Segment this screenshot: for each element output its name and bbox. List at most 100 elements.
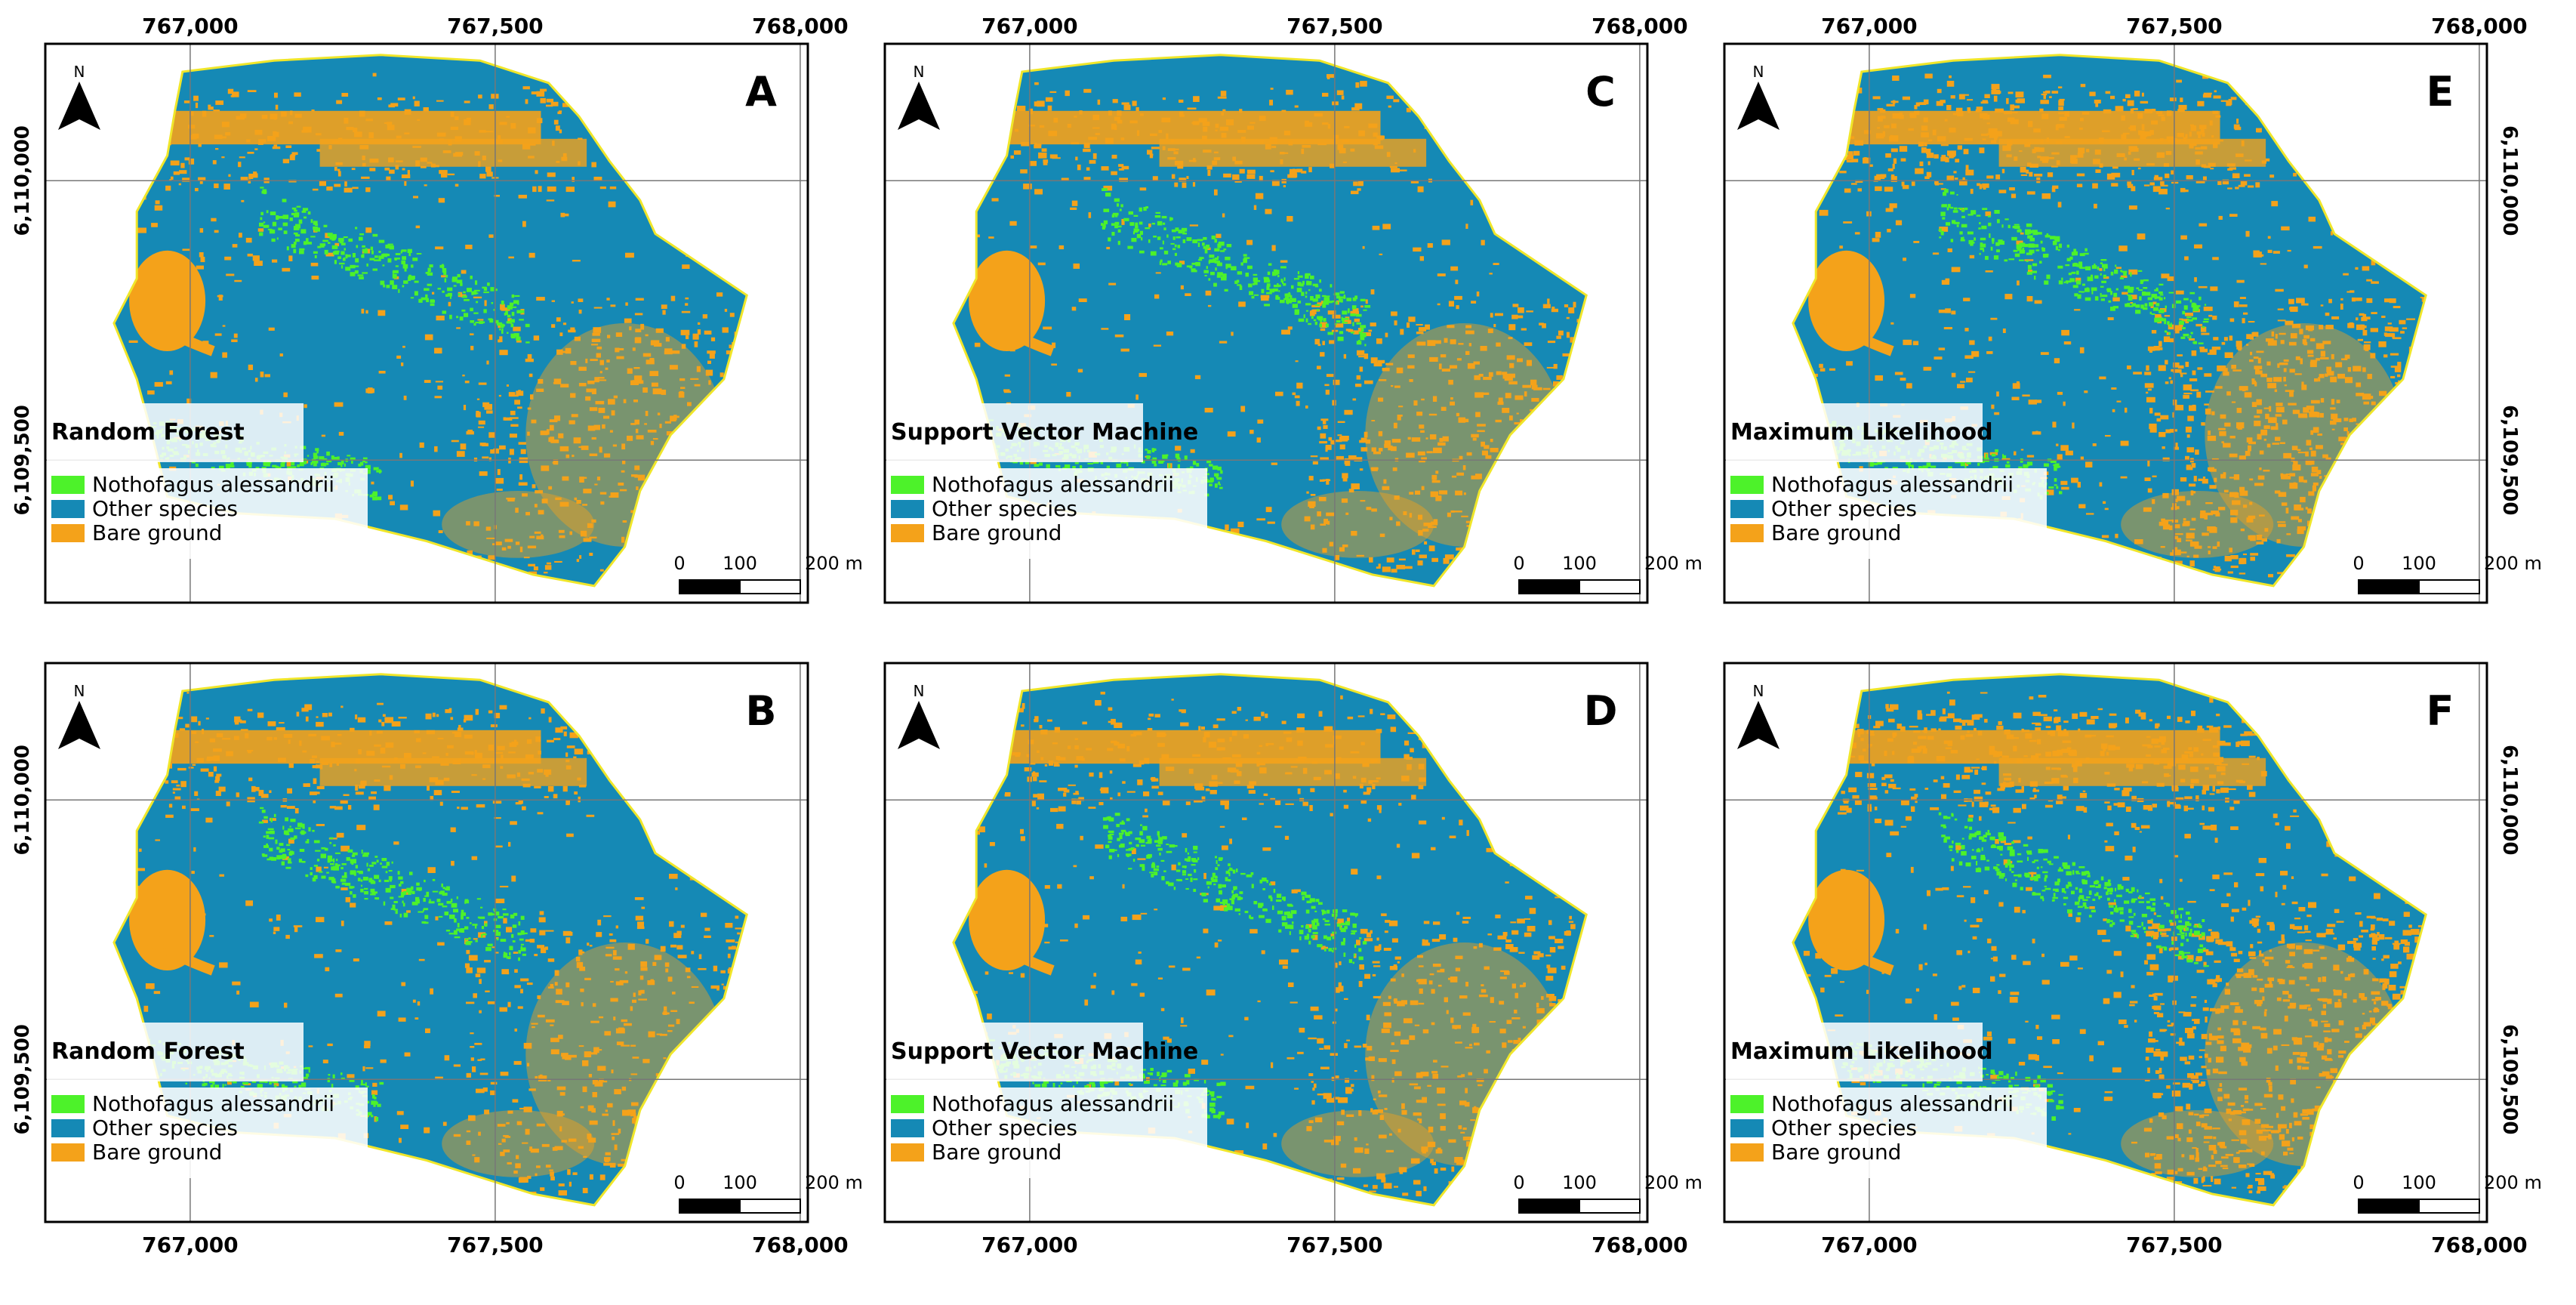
bare-ground-pixel	[2162, 457, 2170, 461]
bare-ground-pixel	[527, 431, 530, 436]
nothofagus-pixel	[1274, 285, 1279, 288]
bare-ground-pixel	[257, 142, 263, 145]
bare-ground-pixel	[2357, 338, 2363, 341]
nothofagus-pixel	[442, 310, 447, 314]
bare-ground-pixel	[2312, 485, 2316, 492]
bare-ground-pixel	[1415, 490, 1421, 495]
bare-ground-pixel	[1215, 123, 1219, 128]
bare-ground-pixel	[2337, 373, 2345, 379]
nothofagus-pixel	[1324, 295, 1330, 298]
nothofagus-pixel	[507, 321, 512, 323]
bare-ground-pixel	[1450, 266, 1459, 271]
bare-ground-pixel	[1496, 342, 1501, 347]
nothofagus-pixel	[1248, 283, 1253, 288]
bare-ground-pixel	[2341, 358, 2348, 360]
nothofagus-pixel	[1215, 258, 1219, 261]
bare-ground-pixel	[1135, 106, 1139, 111]
bare-ground-pixel	[578, 383, 587, 387]
nothofagus-pixel	[401, 260, 406, 264]
bare-ground-pixel	[2394, 366, 2402, 372]
bare-ground-pixel	[1162, 146, 1166, 150]
nothofagus-pixel	[1174, 252, 1177, 256]
bare-ground-pixel	[2362, 393, 2371, 400]
bare-ground-pixel	[596, 353, 601, 358]
nothofagus-pixel	[2011, 236, 2017, 241]
bare-ground-pixel	[2041, 113, 2049, 119]
bare-ground-pixel	[662, 310, 666, 315]
bare-ground-pixel	[2149, 408, 2153, 414]
bare-ground-pixel	[1900, 378, 1906, 381]
nothofagus-pixel	[390, 280, 394, 285]
bare-ground-pixel	[1940, 188, 1946, 190]
bare-ground-pixel	[1887, 168, 1893, 171]
nothofagus-pixel	[2032, 263, 2038, 267]
bare-ground-pixel	[501, 307, 510, 311]
bare-ground-pixel	[233, 736, 239, 740]
bare-ground-pixel	[2181, 319, 2188, 322]
bare-ground-pixel	[436, 100, 444, 102]
bare-ground-pixel	[1404, 566, 1413, 569]
bare-ground-pixel	[546, 562, 551, 565]
bare-ground-pixel	[1342, 545, 1348, 548]
bare-ground-pixel	[2080, 118, 2084, 122]
nothofagus-pixel	[1117, 240, 1120, 245]
legend-swatch	[1730, 476, 1764, 494]
bare-ground-pixel	[2130, 125, 2136, 131]
bare-ground-pixel	[2232, 500, 2241, 505]
bare-ground-pixel	[1391, 439, 1401, 443]
bare-ground-pixel	[2028, 121, 2033, 128]
nothofagus-pixel	[313, 226, 319, 230]
nothofagus-pixel	[444, 278, 447, 282]
nothofagus-pixel	[1128, 211, 1133, 215]
bare-ground-pixel	[1320, 328, 1326, 332]
nothofagus-pixel	[1970, 242, 1974, 246]
nothofagus-pixel	[357, 274, 364, 276]
nothofagus-pixel	[2037, 232, 2042, 235]
bare-ground-pixel	[2054, 358, 2060, 364]
bare-ground-pixel	[2256, 541, 2264, 545]
bare-ground-pixel	[559, 446, 569, 452]
bare-ground-pixel	[501, 547, 507, 551]
bare-ground-pixel	[273, 131, 279, 137]
bare-ground-pixel	[2026, 296, 2033, 302]
nothofagus-pixel	[2102, 264, 2108, 268]
bare-ground-pixel	[562, 103, 569, 107]
nothofagus-pixel	[2017, 248, 2022, 251]
bare-ground-pixel	[2260, 263, 2267, 265]
bare-ground-pixel	[1074, 116, 1077, 118]
nothofagus-pixel	[321, 245, 325, 248]
bare-ground-pixel	[2310, 359, 2318, 362]
bare-ground-pixel	[560, 212, 565, 218]
bare-ground-pixel	[1162, 97, 1166, 100]
bare-ground-pixel	[1419, 256, 1424, 261]
nothofagus-pixel	[1237, 284, 1242, 286]
bare-ground-pixel	[716, 988, 719, 991]
nothofagus-pixel	[225, 464, 230, 468]
bare-ground-pixel	[719, 372, 724, 378]
bare-ground-pixel	[1323, 518, 1328, 525]
bare-ground-pixel	[2058, 112, 2064, 115]
bare-ground-pixel	[1490, 313, 1493, 318]
bare-ground-pixel	[565, 347, 572, 354]
bare-ground-pixel	[1895, 220, 1903, 226]
bare-ground-pixel	[2164, 315, 2171, 317]
nothofagus-pixel	[2083, 252, 2089, 255]
nothofagus-pixel	[1339, 298, 1342, 303]
nothofagus-pixel	[1079, 466, 1083, 468]
nothofagus-pixel	[2014, 226, 2020, 230]
bare-ground-pixel	[488, 104, 494, 110]
bare-ground-pixel	[583, 489, 592, 494]
bare-ground-pixel	[2086, 149, 2090, 153]
bare-ground-pixel	[270, 113, 278, 120]
bare-ground-pixel	[515, 508, 519, 513]
bare-ground-pixel	[417, 119, 421, 121]
bare-ground-pixel	[1901, 181, 1905, 187]
bare-ground-pixel	[1310, 524, 1315, 530]
bare-ground-pixel	[1037, 262, 1046, 266]
bare-ground-pixel	[1429, 434, 1437, 440]
nothofagus-pixel	[350, 457, 356, 461]
bare-ground-pixel	[522, 493, 528, 497]
bare-ground-pixel	[1287, 326, 1293, 330]
bare-ground-pixel	[1449, 365, 1458, 369]
bare-ground-pixel	[499, 336, 503, 343]
